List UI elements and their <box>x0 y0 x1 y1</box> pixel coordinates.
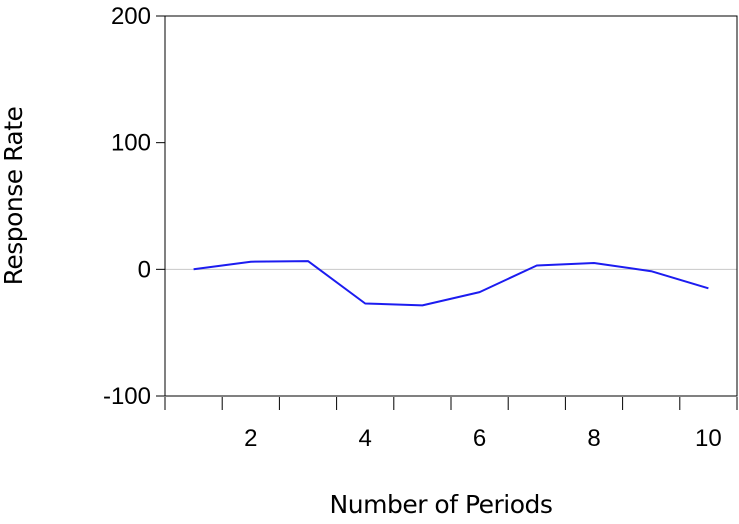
y-tick-label: 0 <box>138 256 151 283</box>
x-axis-title: Number of Periods <box>330 490 553 519</box>
y-axis-ticks: -100 0 100 200 <box>103 3 165 410</box>
x-tick-label: 8 <box>587 425 600 452</box>
y-axis-title: Response Rate <box>0 106 28 285</box>
x-tick-label: 6 <box>473 425 486 452</box>
x-tick-label: 10 <box>695 425 722 452</box>
y-tick-label: -100 <box>103 383 151 410</box>
plot-frame <box>164 15 738 397</box>
series-line <box>193 260 709 307</box>
plot-frame-layer <box>164 15 738 397</box>
x-tick-label: 4 <box>359 425 372 452</box>
x-tick-label: 2 <box>244 425 257 452</box>
x-axis-ticks: 2 4 6 8 10 <box>164 397 738 452</box>
y-tick-label: 200 <box>111 3 151 30</box>
y-tick-label: 100 <box>111 130 151 157</box>
series-layer <box>193 260 709 307</box>
